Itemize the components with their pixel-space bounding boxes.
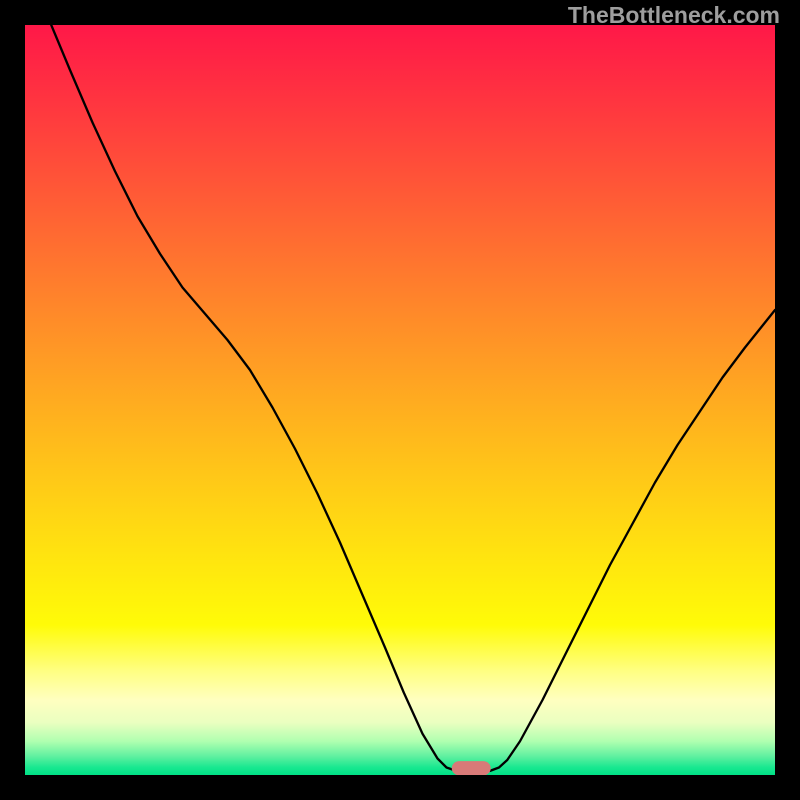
- plot-area: [25, 25, 775, 775]
- gradient-background: [25, 25, 775, 775]
- chart-frame: TheBottleneck.com: [0, 0, 800, 800]
- optimum-marker: [452, 761, 491, 775]
- watermark-text: TheBottleneck.com: [568, 2, 780, 29]
